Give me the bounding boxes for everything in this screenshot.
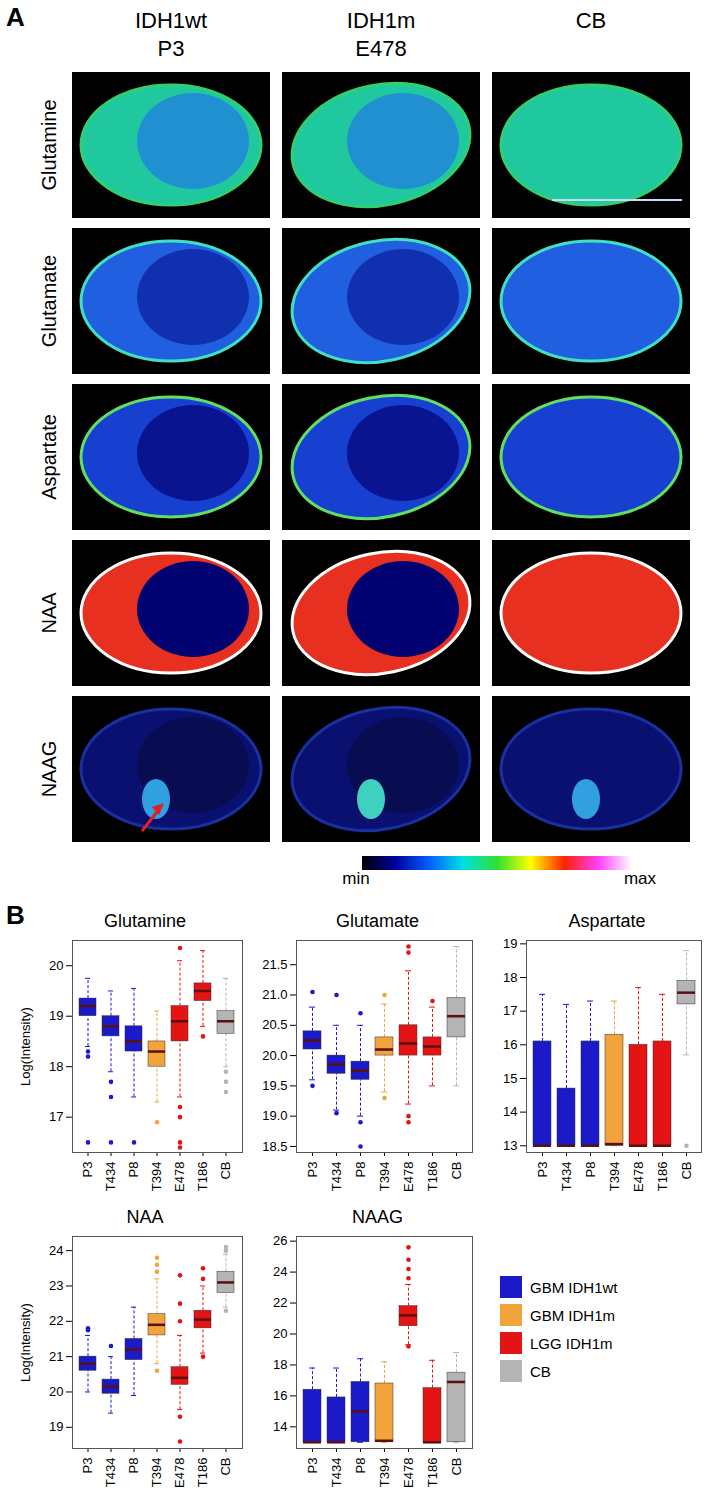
svg-text:17: 17 <box>49 1109 63 1124</box>
svg-text:Log(Intensity): Log(Intensity) <box>18 1007 33 1086</box>
svg-text:20: 20 <box>49 958 63 973</box>
svg-text:24: 24 <box>273 1264 287 1279</box>
svg-text:19.5: 19.5 <box>262 1078 287 1093</box>
svg-text:T394: T394 <box>377 1458 392 1488</box>
svg-text:CB: CB <box>576 8 607 33</box>
svg-text:CB: CB <box>449 1162 464 1180</box>
svg-text:17: 17 <box>503 1003 517 1018</box>
html-text:GBM IDH1wt: GBM IDH1wt <box>530 1278 618 1296</box>
svg-text:T394: T394 <box>607 1162 622 1192</box>
svg-text:P8: P8 <box>126 1458 141 1474</box>
svg-text:max: max <box>624 869 657 888</box>
svg-text:min: min <box>342 869 369 888</box>
svg-text:T186: T186 <box>655 1162 670 1192</box>
html-text:Aspartate: Aspartate <box>568 911 646 931</box>
svg-text:19: 19 <box>503 936 517 951</box>
svg-text:13: 13 <box>503 1138 517 1153</box>
svg-text:P3: P3 <box>535 1162 550 1178</box>
svg-text:IDH1wtP3: IDH1wtP3 <box>135 8 207 61</box>
html-text:Glutamine: Glutamine <box>104 911 186 931</box>
svg-text:20: 20 <box>273 1326 287 1341</box>
svg-text:T434: T434 <box>329 1458 344 1488</box>
svg-text:P8: P8 <box>583 1162 598 1178</box>
svg-text:T186: T186 <box>425 1162 440 1192</box>
svg-text:P8: P8 <box>353 1458 368 1474</box>
svg-text:P8: P8 <box>353 1162 368 1178</box>
svg-text:P3: P3 <box>305 1162 320 1178</box>
svg-text:P3: P3 <box>305 1458 320 1474</box>
svg-text:24: 24 <box>49 1243 63 1258</box>
html-text:NAAG: NAAG <box>352 1207 403 1227</box>
svg-text:16: 16 <box>503 1037 517 1052</box>
svg-text:19.0: 19.0 <box>262 1108 287 1123</box>
svg-text:20.5: 20.5 <box>262 1017 287 1032</box>
html-text:Glutamate: Glutamate <box>336 911 419 931</box>
svg-text:T186: T186 <box>195 1458 210 1488</box>
svg-text:P8: P8 <box>126 1162 141 1178</box>
svg-text:T394: T394 <box>149 1162 164 1192</box>
svg-text:21.0: 21.0 <box>262 987 287 1002</box>
svg-text:18: 18 <box>273 1357 287 1372</box>
svg-text:19: 19 <box>49 1419 63 1434</box>
svg-text:19: 19 <box>49 1008 63 1023</box>
html-text:NAA: NAA <box>126 1207 164 1227</box>
svg-text:Aspartate: Aspartate <box>38 414 60 500</box>
svg-text:E478: E478 <box>172 1162 187 1192</box>
svg-text:22: 22 <box>49 1313 63 1328</box>
svg-text:CB: CB <box>218 1458 233 1476</box>
svg-text:NAA: NAA <box>38 592 60 634</box>
svg-text:E478: E478 <box>401 1458 416 1488</box>
svg-text:E478: E478 <box>401 1162 416 1192</box>
svg-text:18.5: 18.5 <box>262 1139 287 1154</box>
svg-text:E478: E478 <box>172 1458 187 1488</box>
svg-text:A: A <box>6 2 25 32</box>
svg-text:14: 14 <box>273 1419 287 1434</box>
svg-text:E478: E478 <box>631 1162 646 1192</box>
svg-text:23: 23 <box>49 1278 63 1293</box>
svg-text:T186: T186 <box>425 1458 440 1488</box>
svg-text:CB: CB <box>449 1458 464 1476</box>
svg-text:T186: T186 <box>195 1162 210 1192</box>
svg-text:CB: CB <box>679 1162 694 1180</box>
svg-text:P3: P3 <box>80 1162 95 1178</box>
html-text:CB: CB <box>530 1362 551 1380</box>
svg-text:18: 18 <box>49 1059 63 1074</box>
svg-text:NAAG: NAAG <box>38 741 60 798</box>
svg-text:18: 18 <box>503 970 517 985</box>
svg-text:T434: T434 <box>559 1162 574 1192</box>
svg-text:Glutamate: Glutamate <box>38 255 60 347</box>
svg-text:T394: T394 <box>149 1458 164 1488</box>
svg-text:20: 20 <box>49 1384 63 1399</box>
svg-text:CB: CB <box>218 1162 233 1180</box>
svg-text:P3: P3 <box>80 1458 95 1474</box>
svg-text:20.0: 20.0 <box>262 1048 287 1063</box>
svg-text:21.5: 21.5 <box>262 957 287 972</box>
svg-text:T434: T434 <box>329 1162 344 1192</box>
svg-text:IDH1mE478: IDH1mE478 <box>347 8 415 61</box>
svg-text:26: 26 <box>273 1233 287 1248</box>
svg-text:21: 21 <box>49 1349 63 1364</box>
svg-text:Glutamine: Glutamine <box>38 99 60 190</box>
svg-text:16: 16 <box>273 1388 287 1403</box>
svg-text:22: 22 <box>273 1295 287 1310</box>
html-text:GBM IDH1m: GBM IDH1m <box>530 1306 615 1324</box>
svg-text:Log(Intensity): Log(Intensity) <box>18 1303 33 1382</box>
svg-text:14: 14 <box>503 1104 517 1119</box>
svg-text:T434: T434 <box>103 1458 118 1488</box>
html-text:B: B <box>6 900 25 930</box>
html-text:LGG IDH1m: LGG IDH1m <box>530 1334 613 1352</box>
svg-text:15: 15 <box>503 1071 517 1086</box>
svg-text:T394: T394 <box>377 1162 392 1192</box>
svg-text:T434: T434 <box>103 1162 118 1192</box>
